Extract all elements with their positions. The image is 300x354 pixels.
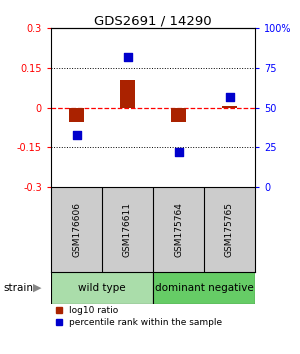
Point — [125, 54, 130, 60]
Point — [74, 132, 79, 138]
Bar — [153, 272, 255, 304]
Text: wild type: wild type — [78, 283, 126, 293]
Text: dominant negative: dominant negative — [154, 283, 254, 293]
Point — [176, 149, 181, 155]
Bar — [69, 108, 84, 122]
Text: GSM176606: GSM176606 — [72, 202, 81, 257]
Bar — [171, 108, 186, 122]
Bar — [51, 272, 153, 304]
Text: GSM175764: GSM175764 — [174, 202, 183, 257]
Point — [227, 94, 232, 99]
Title: GDS2691 / 14290: GDS2691 / 14290 — [94, 14, 212, 27]
Text: GSM176611: GSM176611 — [123, 202, 132, 257]
Legend: log10 ratio, percentile rank within the sample: log10 ratio, percentile rank within the … — [56, 306, 222, 327]
Bar — [120, 80, 135, 108]
Text: ▶: ▶ — [33, 283, 41, 293]
Text: GSM175765: GSM175765 — [225, 202, 234, 257]
Bar — [222, 107, 237, 108]
Text: strain: strain — [3, 283, 33, 293]
